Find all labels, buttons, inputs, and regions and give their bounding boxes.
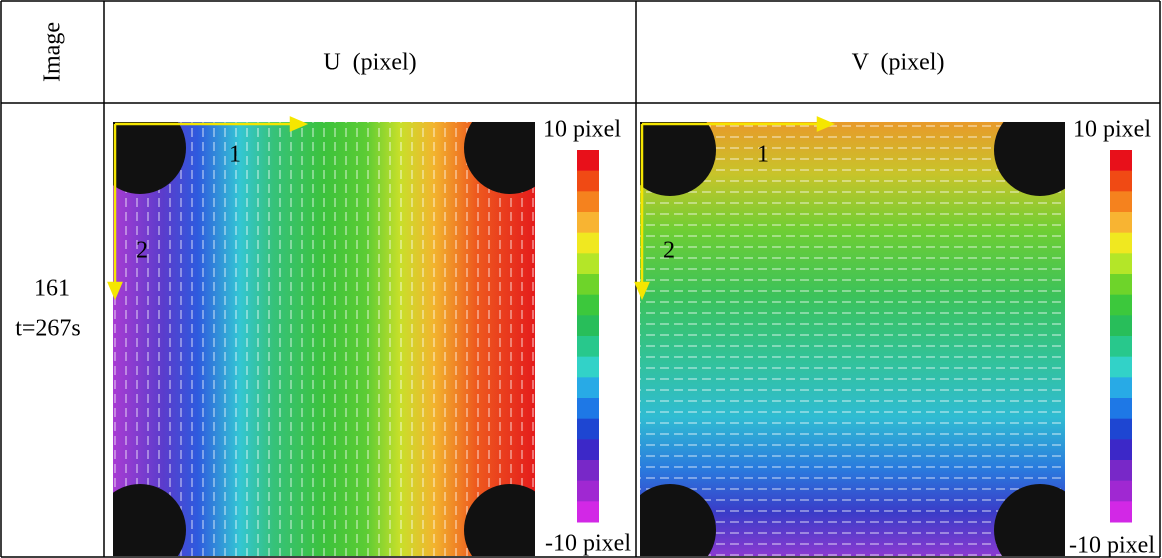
grip <box>113 484 186 556</box>
header-cell: V (pixel) <box>852 50 945 76</box>
colorbar-min-label: -10 pixel <box>545 531 631 557</box>
u-field-image <box>113 122 535 556</box>
colorbar-segment <box>1110 501 1132 523</box>
colorbar-segment <box>577 170 599 192</box>
header-cell: U (pixel) <box>323 50 416 76</box>
colorbar-segment <box>1110 439 1132 461</box>
axes-arrows <box>107 116 309 301</box>
colorbar <box>1110 150 1132 523</box>
colorbar-segment <box>1110 336 1132 358</box>
grip <box>464 484 535 556</box>
colorbar-segment <box>577 398 599 420</box>
colorbar-segment <box>577 294 599 316</box>
grip <box>113 122 186 194</box>
colorbar-segment <box>577 253 599 275</box>
colorbar-max-label: 10 pixel <box>543 117 621 143</box>
colorbar-segment <box>577 150 599 172</box>
axes-arrows <box>634 116 836 301</box>
colorbar-segment <box>577 460 599 482</box>
colorbar-segment <box>577 274 599 296</box>
colorbar-segment <box>1110 480 1132 502</box>
colorbar-segment <box>1110 191 1132 213</box>
colorbar-segment <box>1110 377 1132 399</box>
colorbar-segment <box>577 212 599 234</box>
grip <box>640 122 716 196</box>
colorbar-segment <box>1110 170 1132 192</box>
colorbar-segment <box>577 191 599 213</box>
colorbar-segment <box>1110 274 1132 296</box>
time-label: t=267s <box>15 316 81 342</box>
vector-overlay <box>113 122 535 556</box>
grip <box>464 122 535 194</box>
colorbar-segment <box>577 480 599 502</box>
colorbar-segment <box>1110 315 1132 337</box>
frame-number: 161 <box>34 276 70 302</box>
colorbar-segment <box>1110 356 1132 378</box>
colorbar-segment <box>1110 418 1132 440</box>
colorbar-segment <box>577 315 599 337</box>
colorbar-segment <box>1110 150 1132 172</box>
grip <box>994 484 1065 556</box>
colorbar-segment <box>577 377 599 399</box>
axis-label: 1 <box>757 142 769 168</box>
vector-overlay <box>640 122 1065 556</box>
colorbar-segment <box>577 439 599 461</box>
colorbar-segment <box>577 418 599 440</box>
colorbar-segment <box>577 356 599 378</box>
colorbar-segment <box>1110 398 1132 420</box>
axis-label: 2 <box>663 238 675 264</box>
axis-label: 1 <box>229 142 241 168</box>
colorbar-max-label: 10 pixel <box>1073 117 1151 143</box>
arrow-head <box>107 281 123 301</box>
colorbar-segment <box>1110 212 1132 234</box>
colorbar-segment <box>577 336 599 358</box>
colorbar-segment <box>1110 232 1132 254</box>
colorbar-segment <box>1110 294 1132 316</box>
colorbar-segment <box>1110 460 1132 482</box>
arrow-head <box>289 116 309 132</box>
grip <box>640 484 716 556</box>
colorbar-segment <box>577 501 599 523</box>
colorbar-segment <box>577 232 599 254</box>
colorbar-segment <box>1110 253 1132 275</box>
colorbar <box>577 150 599 523</box>
arrow-head <box>634 281 650 301</box>
colorbar-min-label: -10 pixel <box>1069 533 1155 558</box>
arrow-head <box>816 116 836 132</box>
grip <box>994 122 1065 196</box>
header-cell: Image <box>40 22 66 82</box>
v-field-image <box>640 122 1065 556</box>
axis-label: 2 <box>136 238 148 264</box>
